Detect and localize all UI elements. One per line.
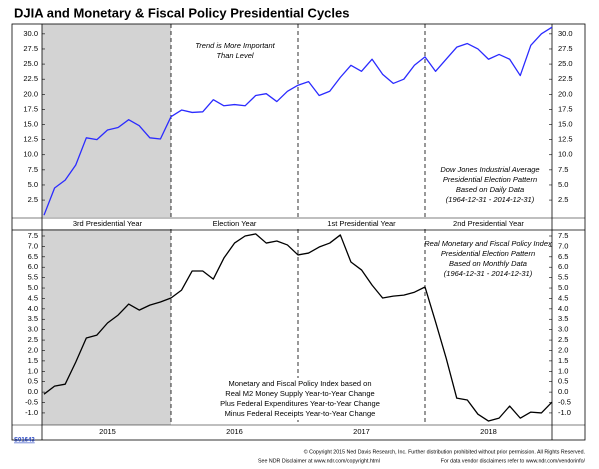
y-tick-label: 4.5 xyxy=(558,293,568,302)
y-tick-label: 1.5 xyxy=(28,356,38,365)
y-tick-label: 3.0 xyxy=(28,325,38,334)
y-tick-label: 2.5 xyxy=(28,335,38,344)
y-tick-label: 30.0 xyxy=(23,29,38,38)
y-tick-label: 17.5 xyxy=(558,104,573,113)
y-tick-label: -1.0 xyxy=(25,408,38,417)
y-tick-label: 6.0 xyxy=(558,262,568,271)
y-tick-label: 15.0 xyxy=(558,120,573,129)
copyright: © Copyright 2015 Ned Davis Research, Inc… xyxy=(304,448,585,455)
x-tick-label: Election Year xyxy=(213,219,257,228)
chart-code: S01643 xyxy=(14,438,35,444)
x-tick-label: 2nd Presidential Year xyxy=(453,219,524,228)
y-tick-label: 7.5 xyxy=(28,165,38,174)
annotation: Based on Monthly Data xyxy=(449,259,527,268)
annotation: (1964-12-31 - 2014-12-31) xyxy=(446,195,535,204)
y-tick-label: 7.5 xyxy=(558,165,568,174)
y-tick-label: 17.5 xyxy=(23,104,38,113)
y-tick-label: 0.0 xyxy=(558,387,568,396)
y-tick-label: 4.5 xyxy=(28,293,38,302)
shaded-period xyxy=(42,229,171,425)
x-tick-label: 2018 xyxy=(480,427,497,436)
y-tick-label: 2.0 xyxy=(28,345,38,354)
y-tick-label: 6.0 xyxy=(28,262,38,271)
y-tick-label: 3.5 xyxy=(558,314,568,323)
annotation: Presidential Election Pattern xyxy=(441,249,535,258)
y-tick-label: 7.0 xyxy=(28,241,38,250)
y-tick-label: 27.5 xyxy=(558,44,573,53)
y-tick-label: 5.0 xyxy=(28,283,38,292)
y-tick-label: 1.0 xyxy=(558,366,568,375)
annotation: (1964-12-31 - 2014-12-31) xyxy=(444,269,533,278)
y-tick-label: 0.0 xyxy=(28,387,38,396)
y-tick-label: 12.5 xyxy=(558,135,573,144)
data-line xyxy=(43,233,553,422)
y-tick-label: 2.5 xyxy=(558,195,568,204)
y-tick-label: 2.5 xyxy=(28,195,38,204)
frame xyxy=(11,23,586,441)
annotation: Real Monetary and Fiscal Policy Index xyxy=(424,239,552,248)
y-tick-label: 12.5 xyxy=(23,135,38,144)
x-tick-label: 2015 xyxy=(99,427,116,436)
y-tick-label: 3.0 xyxy=(558,325,568,334)
x-tick-label: 2017 xyxy=(353,427,370,436)
disclaimer: For data vendor disclaimers refer to www… xyxy=(441,458,586,464)
y-tick-label: 20.0 xyxy=(23,89,38,98)
y-tick-label: 4.0 xyxy=(28,304,38,313)
y-tick-label: 0.5 xyxy=(558,377,568,386)
y-tick-label: 10.0 xyxy=(558,150,573,159)
x-tick-label: 3rd Presidential Year xyxy=(73,219,143,228)
y-tick-label: 1.5 xyxy=(558,356,568,365)
y-tick-label: 1.0 xyxy=(28,366,38,375)
y-tick-label: 2.5 xyxy=(558,335,568,344)
y-tick-label: 4.0 xyxy=(558,304,568,313)
y-tick-label: 7.5 xyxy=(558,231,568,240)
annotation: Dow Jones Industrial Average xyxy=(440,165,539,174)
data-line xyxy=(43,26,553,216)
y-tick-label: 25.0 xyxy=(23,59,38,68)
y-tick-label: 5.5 xyxy=(558,273,568,282)
y-tick-label: 7.0 xyxy=(558,241,568,250)
annotation: Based on Daily Data xyxy=(456,185,524,194)
y-tick-label: 6.5 xyxy=(558,252,568,261)
y-tick-label: 27.5 xyxy=(23,44,38,53)
y-tick-label: 30.0 xyxy=(558,29,573,38)
annotation: Monetary and Fiscal Policy Index based o… xyxy=(229,379,372,388)
y-tick-label: 25.0 xyxy=(558,59,573,68)
annotation: Trend is More Important xyxy=(195,41,275,50)
annotation: Real M2 Money Supply Year-to-Year Change xyxy=(225,389,374,398)
y-tick-label: -1.0 xyxy=(558,408,571,417)
y-tick-label: 5.0 xyxy=(558,180,568,189)
annotation: Presidential Election Pattern xyxy=(443,175,537,184)
chart-title: DJIA and Monetary & Fiscal Policy Presid… xyxy=(14,5,349,20)
y-tick-label: 20.0 xyxy=(558,89,573,98)
y-tick-label: 3.5 xyxy=(28,314,38,323)
y-tick-label: 10.0 xyxy=(23,150,38,159)
y-tick-label: 6.5 xyxy=(28,252,38,261)
disclaimer: See NDR Disclaimer at www.ndr.com/copyri… xyxy=(258,458,380,464)
y-tick-label: 0.5 xyxy=(28,377,38,386)
x-tick-label: 2016 xyxy=(226,427,243,436)
annotation: Than Level xyxy=(216,51,253,60)
y-tick-label: 5.0 xyxy=(28,180,38,189)
shaded-period xyxy=(42,24,171,217)
annotation: Minus Federal Receipts Year-to-Year Chan… xyxy=(225,409,376,418)
y-tick-label: 22.5 xyxy=(23,74,38,83)
y-tick-label: 5.0 xyxy=(558,283,568,292)
y-tick-label: 2.0 xyxy=(558,345,568,354)
y-tick-label: 22.5 xyxy=(558,74,573,83)
annotation-box xyxy=(205,378,395,420)
x-tick-label: 1st Presidential Year xyxy=(327,219,396,228)
y-tick-label: 7.5 xyxy=(28,231,38,240)
y-tick-label: -0.5 xyxy=(25,398,38,407)
y-tick-label: -0.5 xyxy=(558,398,571,407)
y-tick-label: 15.0 xyxy=(23,120,38,129)
y-tick-label: 5.5 xyxy=(28,273,38,282)
annotation: Plus Federal Expenditures Year-to-Year C… xyxy=(220,399,380,408)
